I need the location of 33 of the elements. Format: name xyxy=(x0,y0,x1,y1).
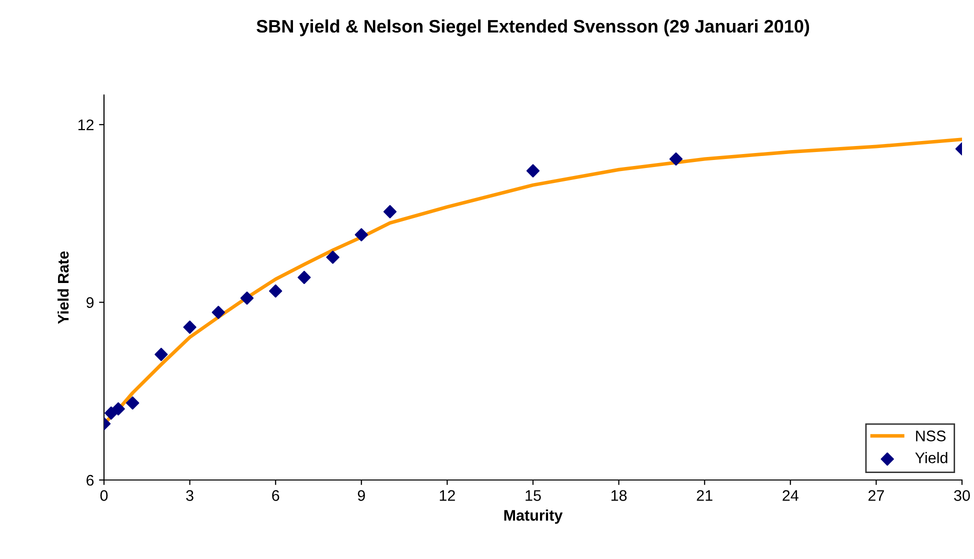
x-tick-label: 6 xyxy=(272,490,280,501)
point xyxy=(104,406,118,420)
x-tick-label: 21 xyxy=(696,490,712,501)
point xyxy=(669,152,683,166)
chart-title: SBN yield & Nelson Siegel Extended Svensson (29 Januari 2010) xyxy=(256,19,810,36)
point xyxy=(154,348,168,362)
point xyxy=(269,284,282,298)
x-tick-label: 15 xyxy=(526,490,541,501)
y-tick-label: 6 xyxy=(86,474,94,486)
x-tick-label: 27 xyxy=(868,490,884,501)
x-tick-label: 30 xyxy=(954,490,970,501)
x-tick-label: 24 xyxy=(782,490,798,501)
legend-label: Yield xyxy=(915,452,948,464)
y-tick-label: 9 xyxy=(86,297,94,308)
point xyxy=(240,292,254,305)
point xyxy=(354,228,368,242)
x-tick-label: 3 xyxy=(186,490,194,501)
x-tick-label: 0 xyxy=(100,490,108,501)
point xyxy=(526,164,540,178)
point xyxy=(326,250,340,264)
x-tick-label: 18 xyxy=(611,490,627,501)
point xyxy=(183,320,196,334)
point xyxy=(298,270,311,284)
x-axis-title: Maturity xyxy=(504,510,563,524)
point xyxy=(126,396,140,410)
point xyxy=(383,205,397,218)
point xyxy=(212,306,225,319)
point xyxy=(112,402,125,416)
x-tick-label: 12 xyxy=(440,490,455,501)
x-tick-label: 9 xyxy=(358,490,365,501)
y-axis-title: Yield Rate xyxy=(57,251,69,324)
legend-label: NSS xyxy=(916,430,946,442)
y-tick-label: 12 xyxy=(78,119,94,130)
